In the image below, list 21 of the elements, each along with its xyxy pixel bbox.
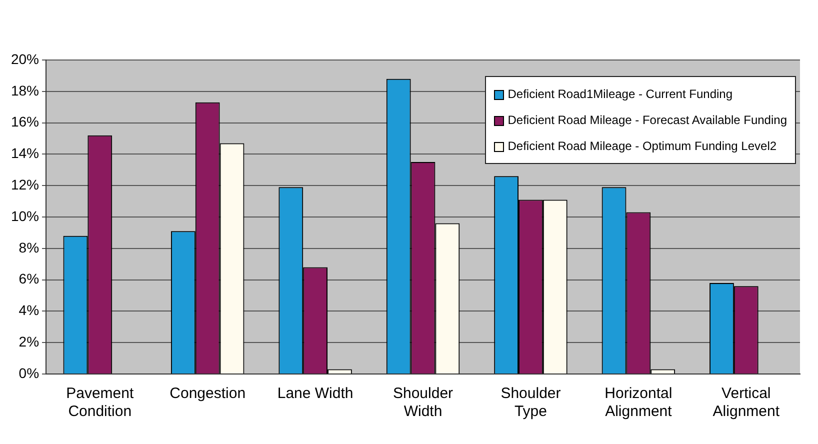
x-tick-label: Shoulder Type bbox=[500, 385, 561, 420]
legend-label: Deficient Road1Mileage - Current Funding bbox=[506, 86, 734, 103]
y-tick-label: 4% bbox=[18, 302, 40, 318]
y-tick-label: 18% bbox=[10, 82, 40, 98]
legend-label: Deficient Road Mileage - Forecast Available Funding bbox=[506, 112, 787, 129]
y-tick-label: 10% bbox=[10, 208, 40, 224]
x-tick-label: Pavement Condition bbox=[66, 385, 134, 420]
y-tick-label: 0% bbox=[18, 364, 40, 381]
x-tick-label: Vertical Alignment bbox=[712, 385, 780, 420]
x-tick-label: Congestion bbox=[170, 385, 246, 402]
y-tick-label: 6% bbox=[18, 270, 40, 287]
x-tick-label: Lane Width bbox=[277, 385, 354, 402]
x-tick-label: Shoulder Width bbox=[392, 385, 454, 420]
y-tick-label: 16% bbox=[10, 114, 40, 130]
y-tick-label: 12% bbox=[10, 176, 40, 192]
y-tick-label: 14% bbox=[10, 145, 40, 162]
y-tick-label: 8% bbox=[18, 239, 40, 256]
y-tick-label: 20% bbox=[10, 50, 40, 67]
x-tick-label: Horizontal Alignment bbox=[604, 385, 673, 420]
legend-label: Deficient Road Mileage - Optimum Funding Level2 bbox=[506, 138, 778, 155]
y-tick-label: 2% bbox=[18, 333, 40, 350]
